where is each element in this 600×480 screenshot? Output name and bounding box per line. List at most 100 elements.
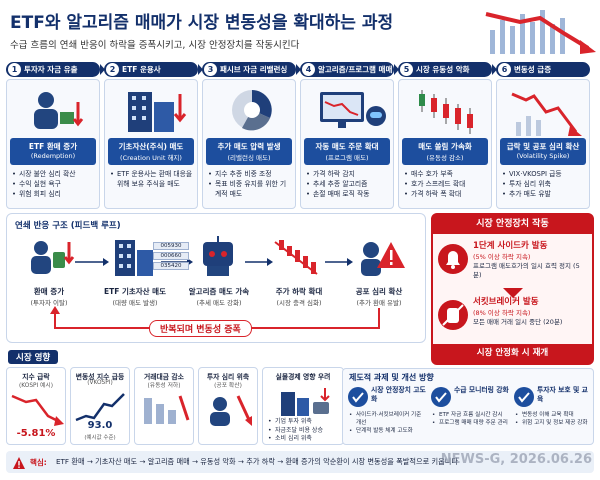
icon-graphic [115, 240, 153, 276]
icon-graphic [438, 244, 468, 274]
bullet: 시장 불안 심리 확산 [12, 169, 96, 179]
step-box-sub: (프로그램 매도) [325, 154, 369, 162]
step-bullets: 시장 불안 심리 확산수익 실현 욕구위험 회피 심리 [12, 169, 96, 199]
bullet: 위험 고지 및 정보 제공 강화 [515, 419, 593, 427]
impact-card-sub: (공포 확산) [214, 383, 242, 389]
step-box-sub: (Redemption) [30, 152, 76, 160]
step-header: 2 ETF 운용사 [104, 62, 198, 77]
icon-graphic [128, 92, 187, 132]
chain-arrow [325, 252, 353, 266]
impact-card: 변동성 지수 급등 (VKOSPI) 93.0 (예시값 수준) [70, 367, 130, 445]
icon-graphic [296, 64, 301, 75]
step-arrow [296, 62, 302, 77]
policy-bullets: 변동성 이해 교육 확대위험 고지 및 정보 제공 강화 [515, 411, 593, 427]
policy-bullets: 사이드카·서킷브레이커 기준 개선단계적 발동 체계 고도화 [349, 411, 427, 435]
step-header: 5 시장 유동성 악화 [398, 62, 492, 77]
step-icon [506, 82, 584, 136]
chain-item-title: ETF 기초자산 매도 [104, 287, 166, 296]
impact-card: 거래대금 감소 (유동성 저하) [134, 367, 194, 445]
step-box-sub: (Creation Unit 해지) [120, 154, 182, 162]
chain-item-sub: (추세 매도 강화) [196, 299, 242, 307]
bullet: 매수 호가 부족 [404, 169, 488, 179]
resume-label: 시장 안정화 시 재개 [433, 344, 592, 363]
policy-icon [513, 386, 535, 408]
impact-icon [8, 390, 66, 428]
stage-desc: 프로그램 매도호가의 일시 효력 정지 (5분) [473, 262, 580, 279]
icon-graphic [492, 64, 497, 75]
impact-card-title: 실물경제 영향 우려 [275, 373, 331, 381]
bullet: ETF 운용사는 환매 대응을 위해 보유 주식을 매도 [110, 169, 194, 189]
step-number: 4 [302, 63, 315, 76]
step-box: 자동 매도 주문 확대 (프로그램 매도) [304, 138, 390, 165]
chain-arrow [245, 252, 273, 266]
step-number: 3 [204, 63, 217, 76]
chain-item-title: 주가 하락 확대 [275, 287, 323, 296]
bullet: 지수 추종 비중 조정 [208, 169, 292, 179]
watermark: NEWS-G, 2026.06.26 [440, 452, 592, 467]
icon-graphic [100, 64, 105, 75]
icon-graphic [511, 92, 582, 136]
chain-item-title: 환매 증가 [33, 287, 65, 296]
impact-value-sub: (예시값 수준) [84, 435, 116, 441]
step-card: 추가 매도 압력 발생 (리밸런싱 매도) 지수 추종 비중 조정목표 비중 유지를… [202, 79, 296, 209]
step-label: 변동성 급증 [514, 65, 552, 74]
step-number: 5 [400, 63, 413, 76]
chain-panel: 연쇄 반응 구조 (피드백 루프) 환매 증가 (투자자 이탈) ETF 기초자산 매… [6, 213, 426, 343]
policy-icon [347, 386, 369, 408]
chain-item-title: 알고리즘 매도 가속 [188, 287, 250, 296]
stage-sub: (8% 이상 하락 지속) [473, 309, 531, 317]
step-box-title: 기초자산(주식) 매도 [118, 142, 184, 151]
icon-graphic [325, 258, 353, 266]
step-arrow [100, 62, 106, 77]
icon-graphic [419, 90, 473, 134]
step-bullets: 매수 호가 부족호가 스프레드 확대가격 하락 폭 확대 [404, 169, 488, 199]
chain-arrow [75, 252, 109, 266]
chain-item-sub: (투자자 이탈) [30, 299, 68, 307]
stage-title: 서킷브레이커 발동 [473, 297, 539, 307]
stabilizer-panel: 시장 안정장치 작동 1단계 사이드카 발동 (5% 이상 하락 지속) 프로그램 매… [431, 213, 594, 365]
step-box-sub: (Volatility Spike) [516, 152, 570, 160]
icon-graphic [274, 240, 318, 275]
bullet: 위험 회피 심리 [12, 189, 96, 199]
chain-item-sub: (추가 환매 유발) [356, 299, 402, 307]
step-card: 급락 및 공포 심리 확산(Volatility Spike) VIX·VKOSP… [496, 79, 590, 209]
bullet: 기업 투자 위축 [268, 418, 342, 427]
impact-card: 투자 심리 위축 (공포 확산) [198, 367, 258, 445]
bullet: 프로그램 매매 대량 주문 관리 [432, 419, 510, 427]
stage-desc: 모든 매매 거래 일시 중단 (20분) [473, 318, 563, 326]
step-card: 기초자산(주식) 매도 (Creation Unit 해지) ETF 운용사는 환매… [104, 79, 198, 209]
stage-title: 1단계 사이드카 발동 [473, 241, 548, 251]
impact-value: 93.0 [87, 420, 113, 431]
step-number: 1 [8, 63, 21, 76]
step-icon [310, 82, 388, 136]
step-icon [114, 82, 192, 136]
icon-graphic [34, 92, 84, 129]
bullet: VIX·VKOSPI 급등 [502, 169, 586, 179]
impact-card-title: 지수 급락 [22, 373, 50, 381]
policy-icon [430, 386, 452, 408]
step-box-title: 자동 매도 주문 확대 [315, 142, 379, 151]
footer-icon [12, 455, 26, 469]
icon-graphic [281, 388, 330, 416]
chain-icon [21, 234, 77, 280]
step-label: 투자자 자금 유출 [24, 65, 78, 74]
icon-graphic [514, 387, 534, 407]
chain-item-sub: (시장 충격 심화) [276, 299, 322, 307]
title: ETF와 알고리즘 매매가 시장 변동성을 확대하는 과정 [10, 13, 394, 33]
step-icon [408, 82, 486, 136]
bullet: 가격 하락 감지 [306, 169, 390, 179]
policy-title: 제도적 과제 및 개선 방향 [349, 373, 434, 382]
step-box: 추가 매도 압력 발생 (리밸런싱 매도) [206, 138, 292, 165]
bullet: 수익 실현 욕구 [12, 179, 96, 189]
stock-code: 000660 [153, 252, 189, 260]
step-icon [212, 82, 290, 136]
icon-graphic [11, 394, 64, 426]
step-box-title: ETF 환매 증가 [28, 142, 78, 151]
policy-bullets: ETF 자금 흐름 실시간 감시프로그램 매매 대량 주문 관리 [432, 411, 510, 427]
step-box-title: 급락 및 공포 심리 확산 [506, 142, 580, 151]
bullet: 단계적 발동 체계 고도화 [349, 427, 427, 435]
chain-icon [271, 234, 327, 280]
bullet: 추세 추종 알고리즘 [306, 179, 390, 189]
icon-graphic [232, 90, 272, 131]
